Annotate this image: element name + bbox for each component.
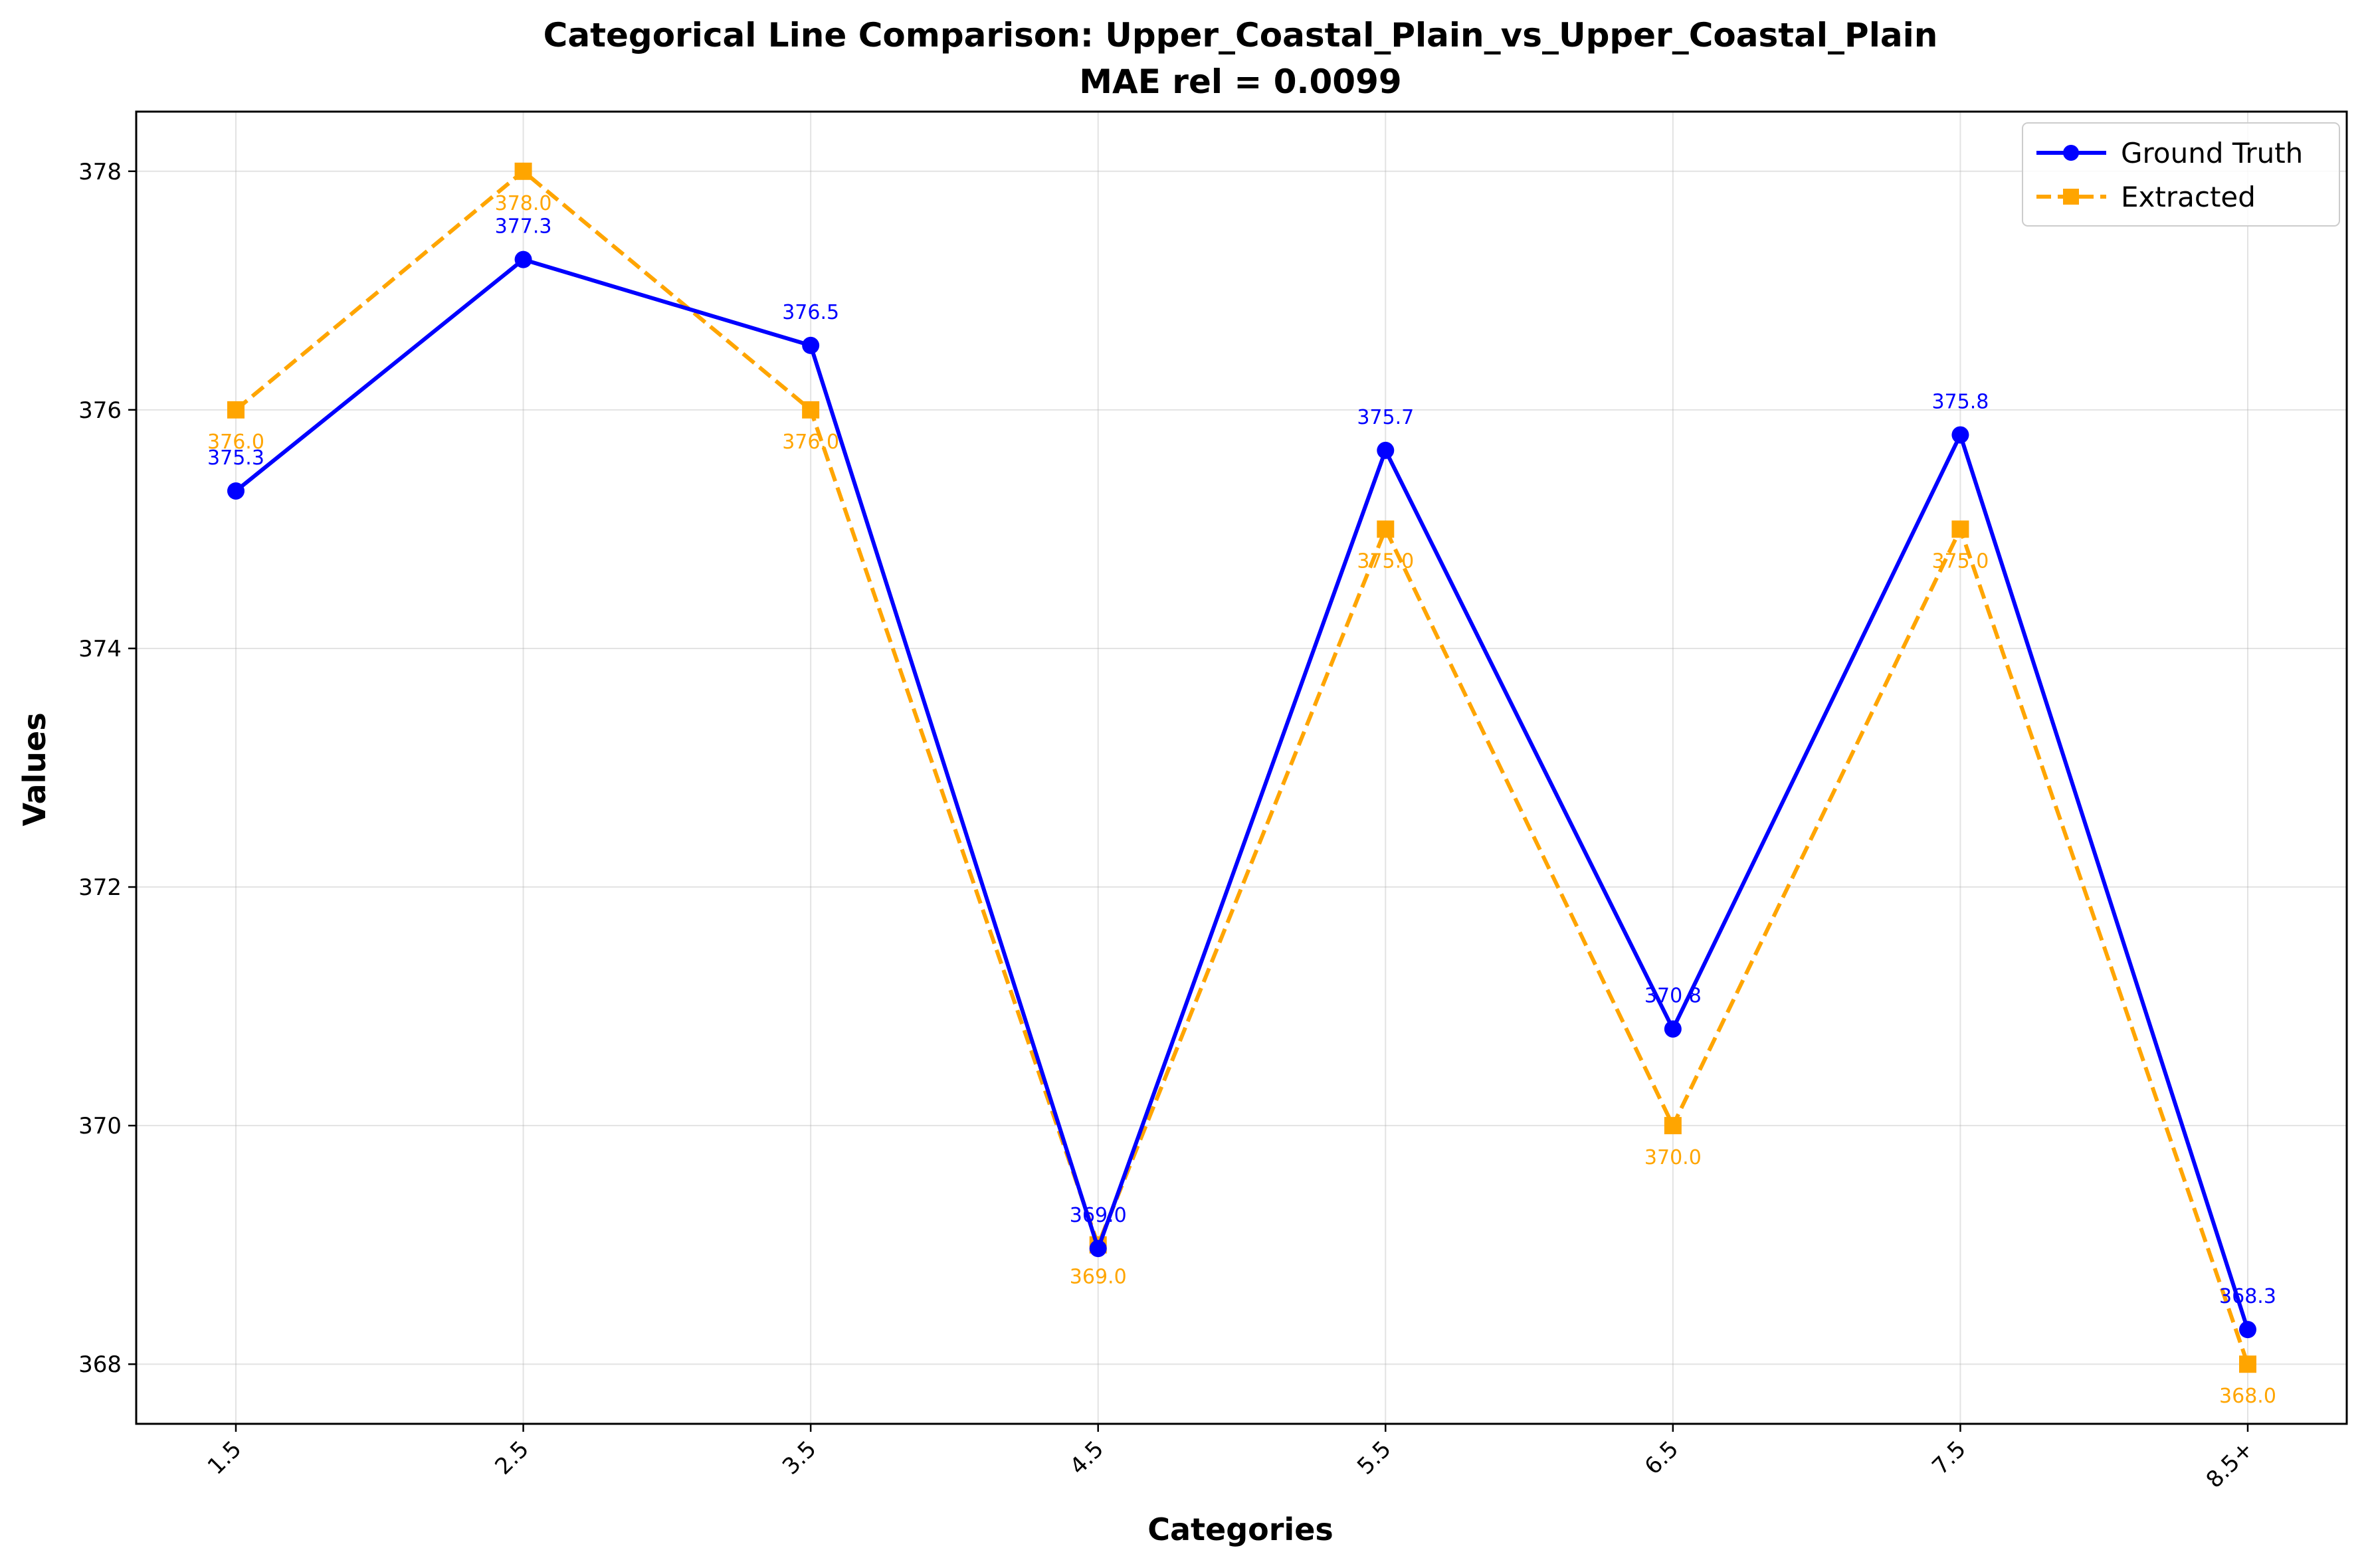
data-point-extracted bbox=[802, 401, 820, 419]
y-tick-label: 374 bbox=[78, 636, 122, 662]
y-tick-label: 370 bbox=[78, 1113, 122, 1139]
data-point-ground-truth bbox=[1664, 1020, 1682, 1038]
data-label-extracted: 370.0 bbox=[1644, 1146, 1702, 1169]
chart-title: Categorical Line Comparison: Upper_Coast… bbox=[543, 16, 1938, 54]
data-point-ground-truth bbox=[1377, 441, 1395, 459]
data-point-extracted bbox=[227, 401, 245, 419]
data-label-ground-truth: 370.8 bbox=[1644, 985, 1702, 1008]
data-point-ground-truth bbox=[2239, 1321, 2256, 1339]
data-label-extracted: 375.0 bbox=[1931, 549, 1989, 573]
legend-frame bbox=[2022, 122, 2340, 227]
chart-subtitle: MAE rel = 0.0099 bbox=[1079, 62, 1401, 101]
y-axis-label: Values bbox=[17, 712, 52, 826]
legend-marker-extracted bbox=[2063, 189, 2079, 205]
data-point-extracted bbox=[1377, 520, 1395, 538]
plot-frame bbox=[135, 110, 2348, 1425]
legend-marker-ground-truth bbox=[2063, 145, 2079, 161]
data-point-ground-truth bbox=[1089, 1240, 1107, 1258]
y-tick-label: 376 bbox=[78, 397, 122, 424]
series-line-ground-truth bbox=[235, 257, 2250, 1331]
data-label-extracted: 375.0 bbox=[1357, 549, 1414, 573]
data-label-extracted: 369.0 bbox=[1070, 1266, 1127, 1289]
data-point-ground-truth bbox=[1951, 426, 1969, 444]
data-point-extracted bbox=[2239, 1355, 2256, 1373]
series-line-extracted bbox=[235, 169, 2250, 1365]
data-label-ground-truth: 369.0 bbox=[1070, 1204, 1127, 1227]
y-tick-label: 368 bbox=[78, 1351, 122, 1378]
x-axis-label: Categories bbox=[1147, 1512, 1333, 1547]
data-label-ground-truth: 375.3 bbox=[207, 446, 264, 470]
data-label-ground-truth: 376.5 bbox=[782, 301, 839, 324]
data-label-ground-truth: 368.3 bbox=[2219, 1285, 2276, 1308]
data-label-ground-truth: 375.7 bbox=[1357, 406, 1414, 429]
y-tick-label: 378 bbox=[78, 159, 122, 185]
y-tick-label: 372 bbox=[78, 874, 122, 901]
grid bbox=[136, 112, 2347, 1424]
data-label-ground-truth: 375.8 bbox=[1931, 391, 1989, 414]
data-label-extracted: 376.0 bbox=[207, 431, 264, 454]
data-point-ground-truth bbox=[802, 336, 820, 354]
legend-label-extracted: Extracted bbox=[2121, 181, 2256, 213]
data-point-extracted bbox=[1664, 1117, 1682, 1135]
legend: Ground Truth Extracted bbox=[2022, 122, 2340, 227]
data-label-ground-truth: 377.3 bbox=[495, 215, 552, 239]
data-label-extracted: 376.0 bbox=[782, 431, 839, 454]
data-point-ground-truth bbox=[514, 250, 532, 268]
data-labels: 376.0 378.0 376.0 369.0 375.0 370.0 375.0 368.0… bbox=[207, 192, 2276, 1408]
legend-label-ground-truth: Ground Truth bbox=[2121, 137, 2303, 169]
series-layer bbox=[227, 162, 2256, 1373]
data-label-extracted: 378.0 bbox=[495, 192, 552, 215]
data-point-ground-truth bbox=[227, 482, 245, 500]
data-point-extracted bbox=[1951, 520, 1969, 538]
data-label-extracted: 368.0 bbox=[2219, 1385, 2276, 1408]
data-point-extracted bbox=[514, 162, 532, 180]
